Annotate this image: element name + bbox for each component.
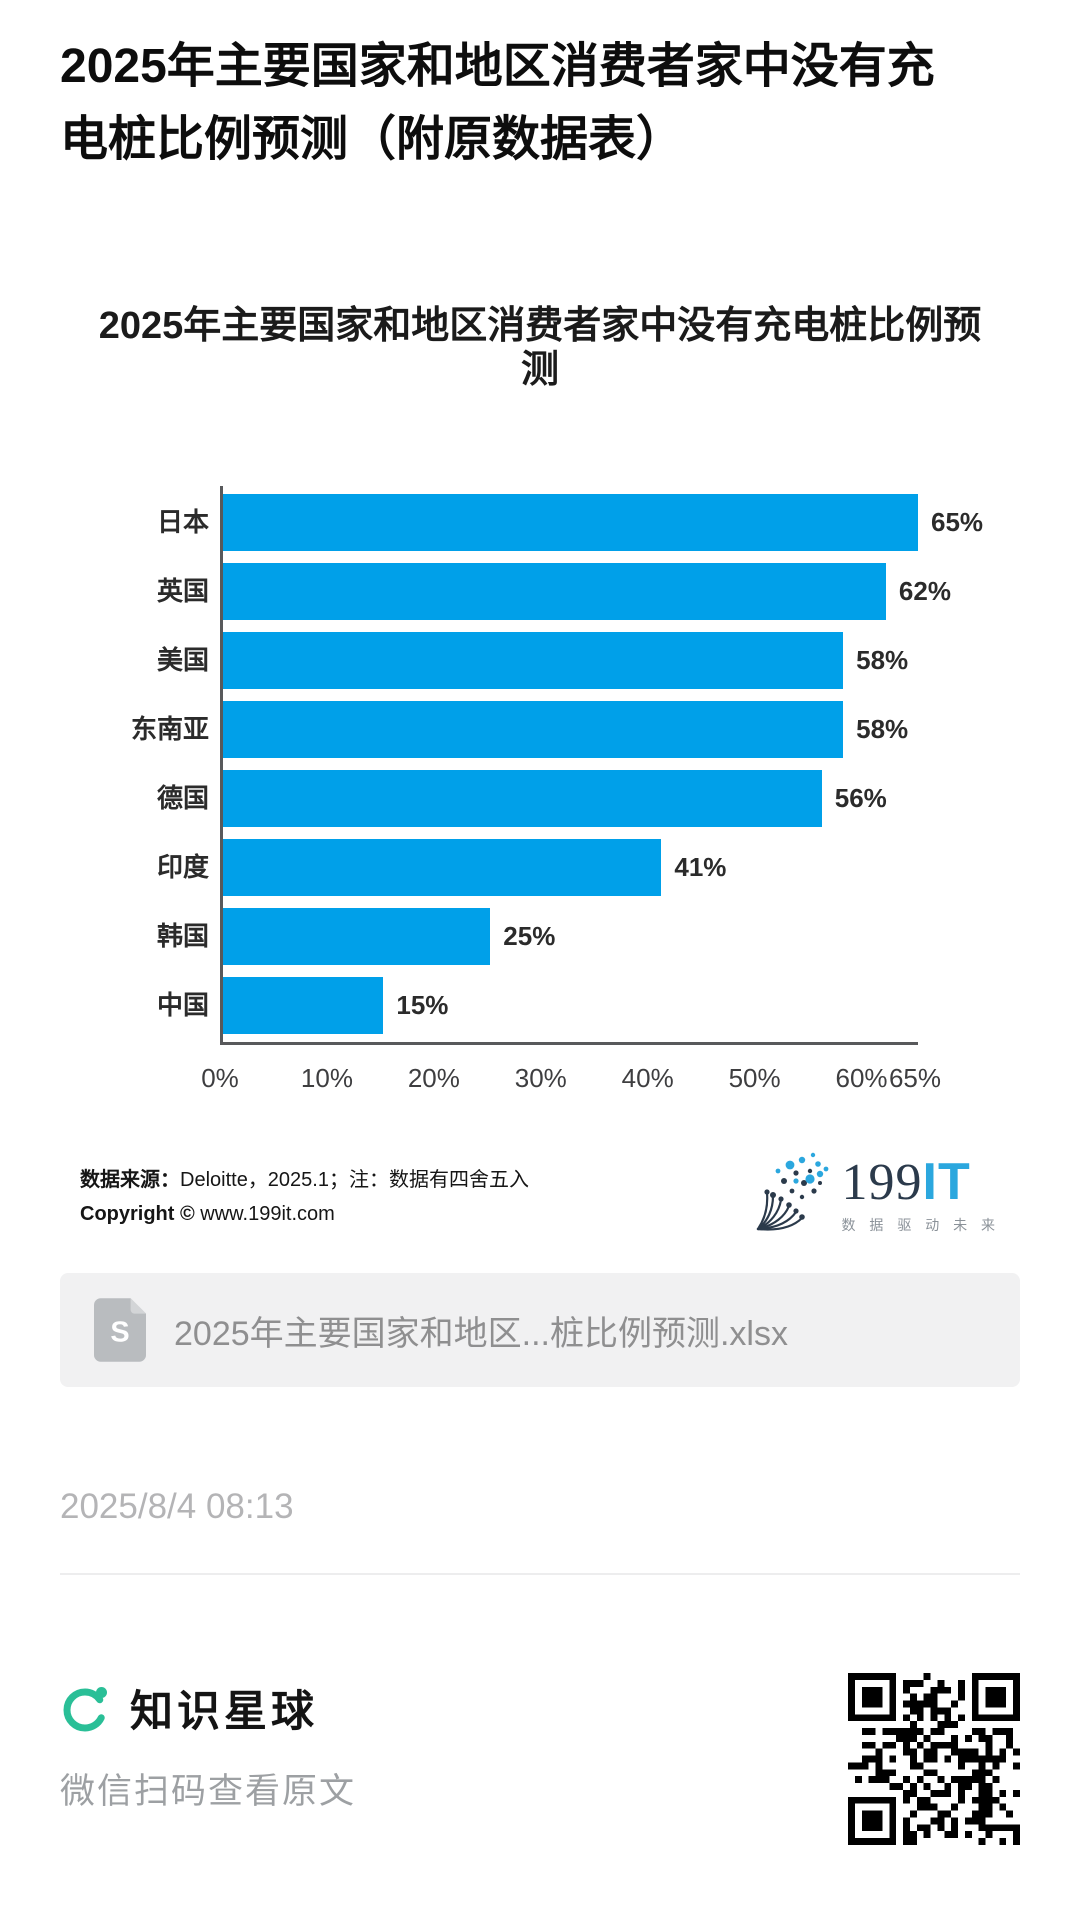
- x-axis-tick: 40%: [621, 1063, 674, 1093]
- value-label: 62%: [898, 576, 951, 606]
- source-note: 数据来源：Deloitte，2025.1；注：数据有四舍五入: [80, 1169, 529, 1191]
- zsxq-logo-row: 知识星球: [60, 1677, 356, 1739]
- svg-text:S: S: [110, 1317, 129, 1349]
- value-label: 25%: [503, 921, 556, 951]
- bar: [223, 563, 886, 620]
- value-label: 65%: [931, 507, 984, 537]
- bar-row: 日本 65%: [157, 494, 983, 551]
- bar-row: 韩国 25%: [157, 908, 918, 965]
- bar-row: 美国 58%: [157, 632, 918, 689]
- bar-row: 德国 56%: [157, 770, 918, 827]
- dandelion-icon: [756, 1152, 828, 1231]
- spreadsheet-file-icon: S: [94, 1298, 146, 1362]
- category-label: 美国: [156, 645, 209, 675]
- x-axis-tick: 0%: [201, 1063, 239, 1093]
- brand-slogan: 数 据 驱 动 未 来: [841, 1217, 1000, 1233]
- zsxq-logo-icon: [63, 1687, 107, 1732]
- brand-logotype: 199IT 数 据 驱 动 未 来: [842, 1155, 1000, 1235]
- footer-brand-block: 知识星球 微信扫码查看原文: [60, 1677, 356, 1814]
- bar: [223, 632, 844, 689]
- value-label: 58%: [856, 714, 909, 744]
- bar-row: 中国 15%: [157, 977, 918, 1034]
- page-title-line2: 电桩比例预测（附原数据表）: [60, 113, 685, 166]
- page-title-line1: 2025年主要国家和地区消费者家中没有充: [60, 40, 935, 93]
- x-axis-tick: 60%: [835, 1063, 888, 1093]
- zsxq-brand-name: 知识星球: [130, 1688, 318, 1736]
- qr-code: [848, 1673, 1020, 1845]
- logo-199-text: 199: [841, 1154, 923, 1211]
- value-label: 15%: [396, 990, 449, 1020]
- copyright-note: Copyright © www.199it.com: [80, 1203, 335, 1225]
- logo-it-text: IT: [922, 1153, 971, 1211]
- category-label: 中国: [156, 990, 209, 1020]
- footer-caption: 微信扫码查看原文: [60, 1772, 357, 1811]
- page-title: 2025年主要国家和地区消费者家中没有充 电桩比例预测（附原数据表）: [60, 30, 1020, 176]
- bar: [223, 908, 491, 965]
- post-date: 2025/8/4 08:13: [60, 1487, 294, 1526]
- article-page: 2025年主要国家和地区消费者家中没有充 电桩比例预测（附原数据表） 2025年主…: [60, 30, 1020, 1845]
- x-axis-tick: 10%: [300, 1063, 353, 1093]
- brand-logo-199it: 199IT 数 据 驱 动 未 来: [742, 1147, 1000, 1243]
- bar-row: 英国 62%: [157, 563, 951, 620]
- bar: [223, 770, 822, 827]
- attachment-filename: 2025年主要国家和地区...桩比例预测.xlsx: [174, 1314, 788, 1353]
- bar-row: 印度 41%: [157, 839, 918, 896]
- category-label: 东南亚: [130, 714, 209, 744]
- divider: [60, 1573, 1020, 1575]
- bar-row: 东南亚 58%: [131, 701, 918, 758]
- attachment-card[interactable]: S 2025年主要国家和地区...桩比例预测.xlsx: [60, 1273, 1020, 1387]
- category-label: 印度: [156, 852, 209, 882]
- x-axis-tick: 65%: [888, 1063, 942, 1093]
- x-axis-tick: 50%: [728, 1063, 781, 1093]
- chart: 2025年主要国家和地区消费者家中没有充电桩比例预测 日本 65% 英国 62% 美国 5…: [60, 304, 1020, 1243]
- x-axis: 0% 10% 20% 30% 40% 50% 60% 65%: [201, 1055, 941, 1101]
- x-axis-tick: 30%: [514, 1063, 567, 1093]
- chart-title: 2025年主要国家和地区消费者家中没有充电桩比例预测: [98, 305, 982, 391]
- category-label: 德国: [156, 783, 209, 813]
- category-label: 日本: [156, 507, 209, 537]
- value-label: 41%: [674, 852, 727, 882]
- footer: 知识星球 微信扫码查看原文: [60, 1673, 1020, 1845]
- bar: [223, 977, 384, 1034]
- category-label: 英国: [156, 576, 209, 606]
- plot-area: 日本 65% 英国 62% 美国 58% 东南亚 58% 德国 56% 印度 41% 韩国 25% 中国 15…: [131, 486, 983, 1045]
- x-axis-tick: 20%: [407, 1063, 460, 1093]
- value-label: 56%: [834, 783, 887, 813]
- bar: [223, 494, 918, 551]
- bar: [223, 839, 662, 896]
- plot: 日本 65% 英国 62% 美国 58% 东南亚 58% 德国 56% 印度 41% 韩国 25% 中国 15…: [80, 486, 1000, 1101]
- category-label: 韩国: [156, 921, 209, 951]
- value-label: 58%: [856, 645, 909, 675]
- bar: [223, 701, 844, 758]
- source-row: 数据来源：Deloitte，2025.1；注：数据有四舍五入 Copyright…: [80, 1152, 1000, 1243]
- source-texts: 数据来源：Deloitte，2025.1；注：数据有四舍五入 Copyright…: [80, 1163, 529, 1231]
